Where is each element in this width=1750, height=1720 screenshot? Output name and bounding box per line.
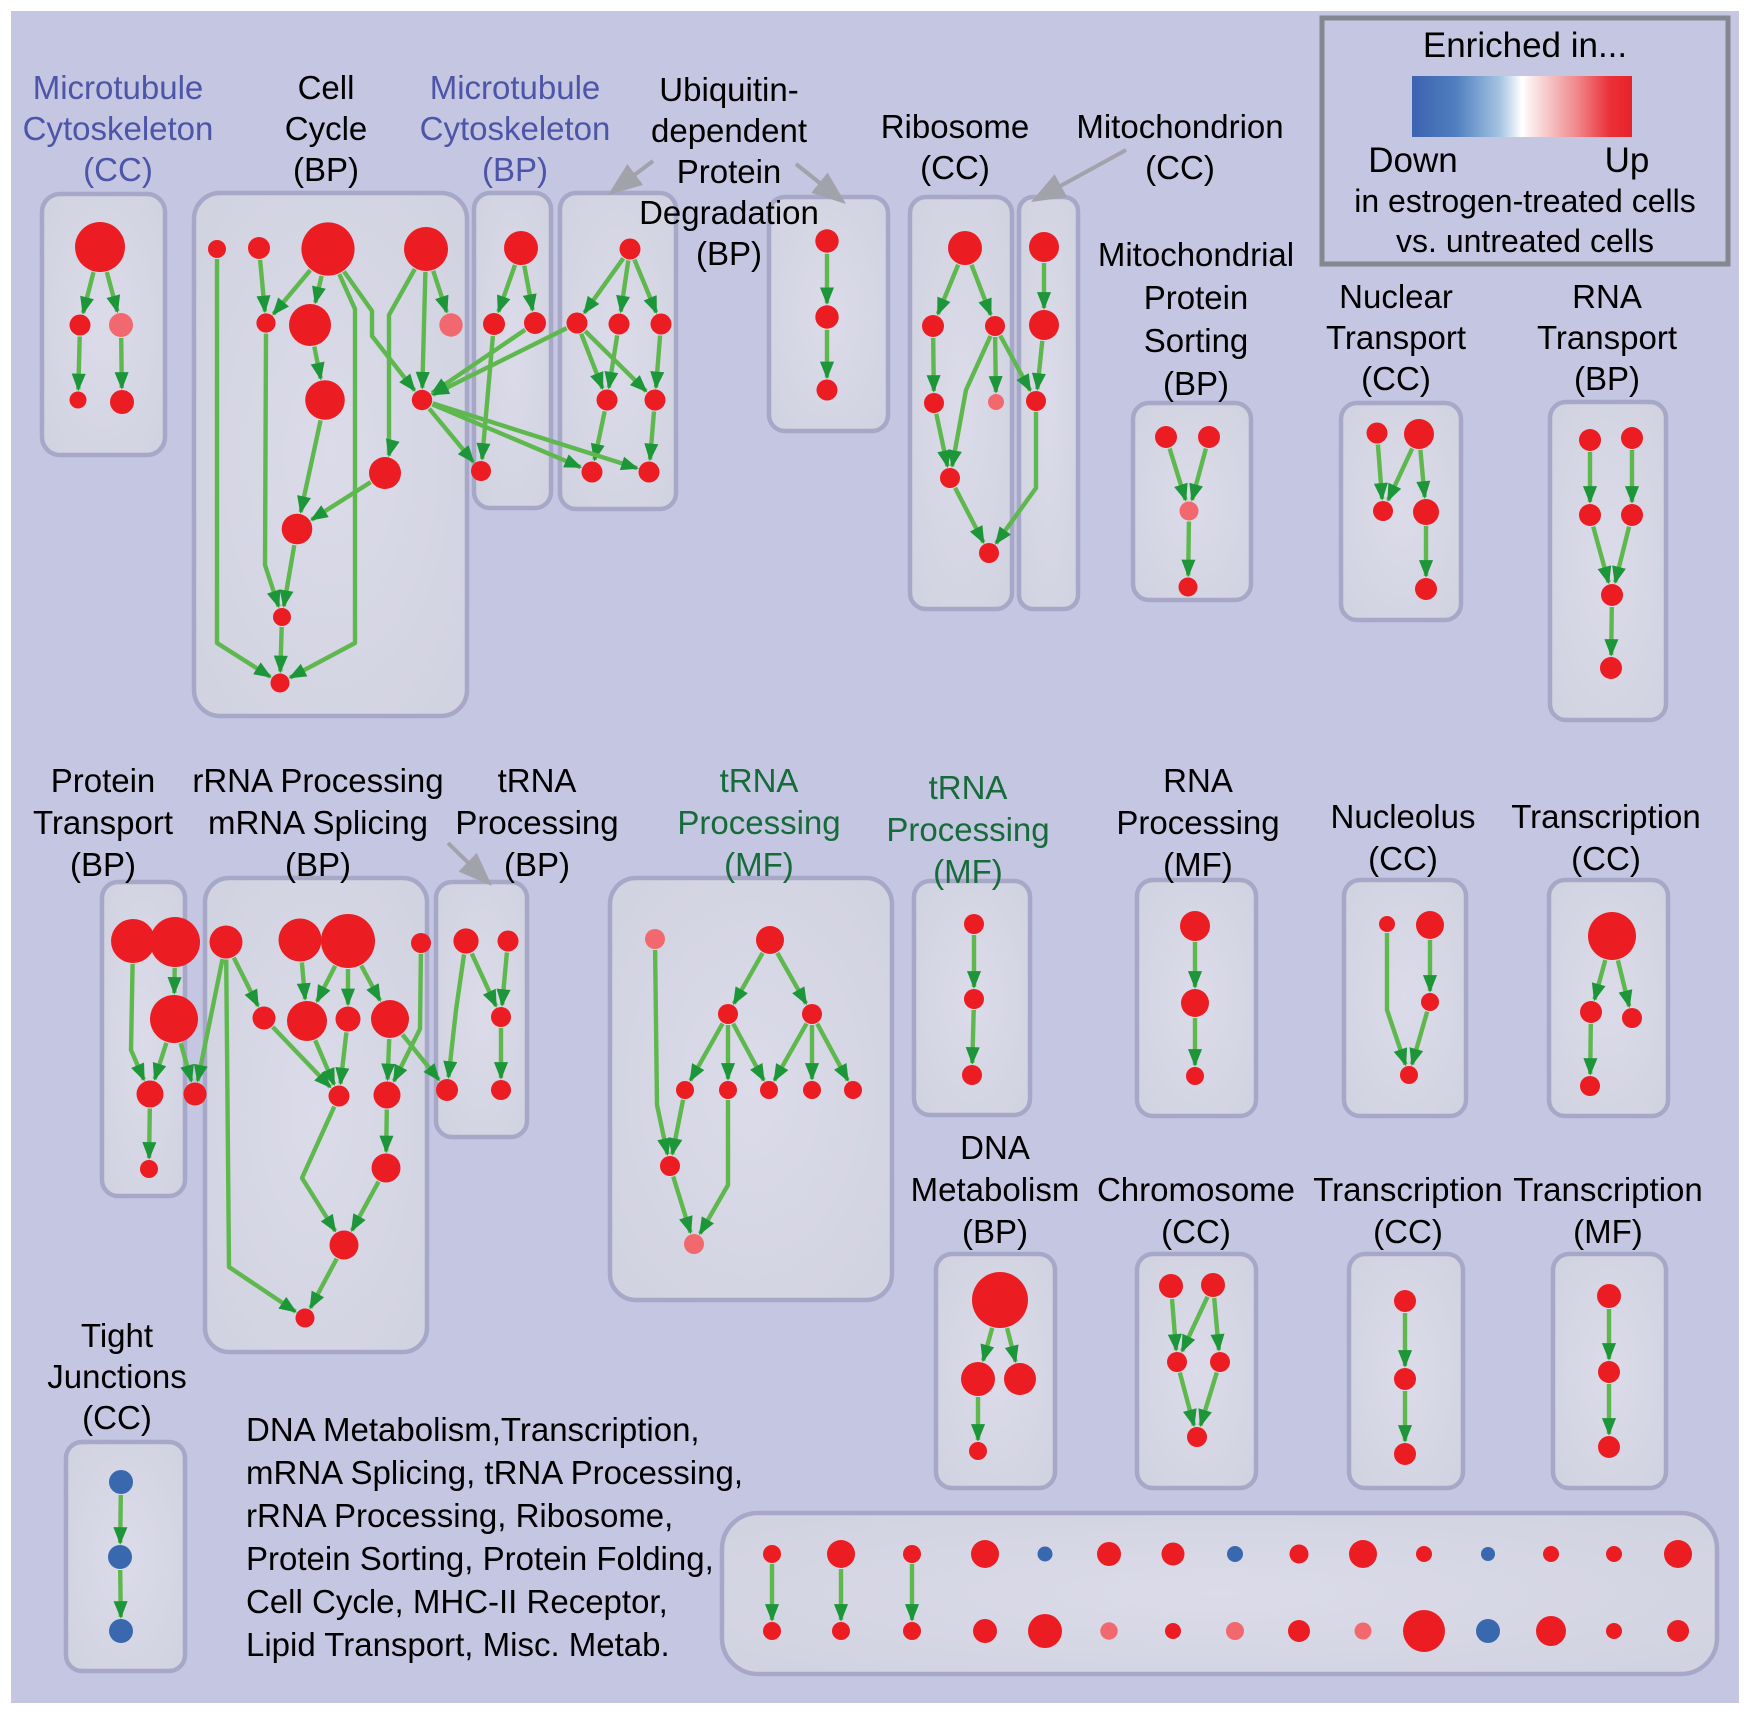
- svg-text:(BP): (BP): [696, 235, 762, 272]
- svg-text:Nuclear: Nuclear: [1339, 278, 1453, 315]
- svg-text:Protein: Protein: [1144, 279, 1249, 316]
- svg-text:(BP): (BP): [1163, 365, 1229, 402]
- svg-text:Metabolism: Metabolism: [911, 1171, 1080, 1208]
- svg-text:Mitochondrion: Mitochondrion: [1076, 108, 1283, 145]
- svg-text:(CC): (CC): [1161, 1213, 1231, 1250]
- svg-text:rRNA Processing: rRNA Processing: [192, 762, 443, 799]
- svg-text:DNA: DNA: [960, 1129, 1030, 1166]
- svg-text:in estrogen-treated cells: in estrogen-treated cells: [1354, 183, 1696, 219]
- svg-text:(BP): (BP): [482, 151, 548, 188]
- svg-text:Tight: Tight: [81, 1317, 153, 1354]
- svg-text:Transcription: Transcription: [1513, 1171, 1703, 1208]
- svg-text:Microtubule: Microtubule: [33, 69, 204, 106]
- svg-text:Mitochondrial: Mitochondrial: [1098, 236, 1294, 273]
- svg-text:dependent: dependent: [651, 112, 807, 149]
- svg-text:tRNA: tRNA: [929, 769, 1008, 806]
- svg-text:(BP): (BP): [293, 151, 359, 188]
- svg-text:(MF): (MF): [1573, 1213, 1643, 1250]
- svg-text:Junctions: Junctions: [47, 1358, 186, 1395]
- svg-text:Cycle: Cycle: [285, 110, 368, 147]
- svg-text:(BP): (BP): [285, 846, 351, 883]
- svg-text:Chromosome: Chromosome: [1097, 1171, 1295, 1208]
- svg-text:Transcription: Transcription: [1511, 798, 1701, 835]
- svg-text:Nucleolus: Nucleolus: [1331, 798, 1476, 835]
- svg-text:mRNA Splicing, tRNA Processing: mRNA Splicing, tRNA Processing,: [246, 1454, 743, 1491]
- svg-text:(CC): (CC): [1145, 149, 1215, 186]
- svg-text:Cell Cycle, MHC-II Receptor,: Cell Cycle, MHC-II Receptor,: [246, 1583, 668, 1620]
- svg-text:Sorting: Sorting: [1144, 322, 1249, 359]
- svg-text:(MF): (MF): [933, 853, 1003, 890]
- svg-text:Ubiquitin-: Ubiquitin-: [659, 71, 798, 108]
- svg-text:Processing: Processing: [1116, 804, 1279, 841]
- svg-text:(MF): (MF): [1163, 846, 1233, 883]
- svg-text:RNA: RNA: [1572, 278, 1642, 315]
- svg-text:tRNA: tRNA: [498, 762, 577, 799]
- svg-text:(BP): (BP): [962, 1213, 1028, 1250]
- svg-text:Processing: Processing: [677, 804, 840, 841]
- svg-text:Cytoskeleton: Cytoskeleton: [420, 110, 611, 147]
- svg-text:(CC): (CC): [83, 151, 153, 188]
- svg-text:Transcription: Transcription: [1313, 1171, 1503, 1208]
- svg-text:(MF): (MF): [724, 846, 794, 883]
- svg-text:Lipid Transport, Misc. Metab.: Lipid Transport, Misc. Metab.: [246, 1626, 670, 1663]
- svg-text:Cell: Cell: [298, 69, 355, 106]
- svg-text:Up: Up: [1605, 141, 1650, 180]
- svg-text:Transport: Transport: [1326, 319, 1466, 356]
- svg-text:Protein: Protein: [51, 762, 156, 799]
- svg-text:(CC): (CC): [82, 1399, 152, 1436]
- svg-text:vs. untreated cells: vs. untreated cells: [1396, 223, 1654, 259]
- svg-text:(BP): (BP): [504, 846, 570, 883]
- svg-text:RNA: RNA: [1163, 762, 1233, 799]
- svg-text:Degradation: Degradation: [639, 194, 819, 231]
- svg-text:(CC): (CC): [1373, 1213, 1443, 1250]
- svg-text:(CC): (CC): [1368, 840, 1438, 877]
- svg-text:Cytoskeleton: Cytoskeleton: [23, 110, 214, 147]
- svg-text:(BP): (BP): [1574, 360, 1640, 397]
- svg-text:Processing: Processing: [886, 811, 1049, 848]
- svg-text:Processing: Processing: [455, 804, 618, 841]
- svg-text:mRNA Splicing: mRNA Splicing: [208, 804, 428, 841]
- svg-text:DNA Metabolism,Transcription,: DNA Metabolism,Transcription,: [246, 1411, 700, 1448]
- svg-text:Protein Sorting, Protein Foldi: Protein Sorting, Protein Folding,: [246, 1540, 714, 1577]
- svg-text:(CC): (CC): [1361, 360, 1431, 397]
- svg-text:Microtubule: Microtubule: [430, 69, 601, 106]
- svg-text:(BP): (BP): [70, 846, 136, 883]
- svg-text:Ribosome: Ribosome: [881, 108, 1030, 145]
- svg-text:Transport: Transport: [1537, 319, 1677, 356]
- svg-text:Protein: Protein: [677, 153, 782, 190]
- svg-text:rRNA Processing, Ribosome,: rRNA Processing, Ribosome,: [246, 1497, 673, 1534]
- svg-text:tRNA: tRNA: [720, 762, 799, 799]
- svg-text:Enriched in...: Enriched in...: [1423, 26, 1627, 65]
- svg-text:(CC): (CC): [1571, 840, 1641, 877]
- svg-text:Down: Down: [1368, 141, 1457, 180]
- svg-text:Transport: Transport: [33, 804, 173, 841]
- svg-text:(CC): (CC): [920, 149, 990, 186]
